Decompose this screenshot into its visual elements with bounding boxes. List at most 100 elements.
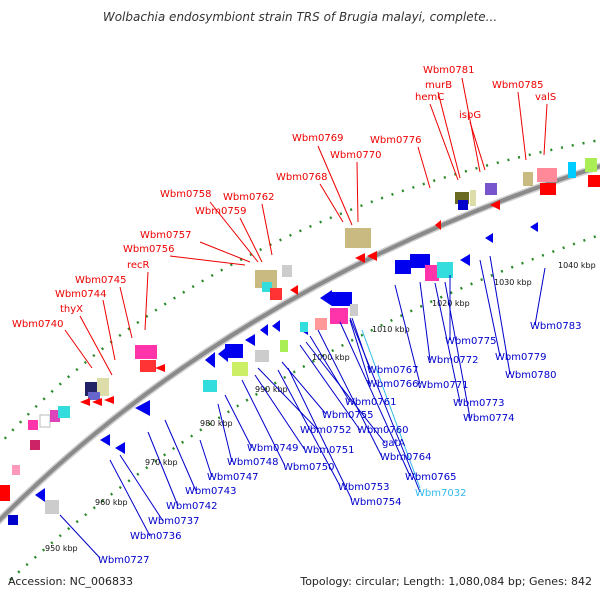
label-leader-line: [257, 367, 319, 431]
gene-label: thyX: [60, 304, 83, 315]
label-leader-line: [261, 203, 273, 256]
label-leader-line: [417, 146, 431, 189]
gene-label: Wbm0740: [12, 319, 63, 330]
reverse-gene-blocks: [8, 222, 538, 525]
gene-label: ispG: [459, 110, 481, 121]
gene-label: Wbm0779: [495, 352, 546, 363]
gene-label: Wbm0736: [130, 531, 181, 542]
label-leader-line: [479, 259, 501, 357]
label-leader-line: [119, 454, 164, 522]
tick-1030: 1030 kbp: [494, 278, 532, 287]
label-leader-line: [164, 419, 197, 492]
gene-label: Wbm0761: [345, 397, 396, 408]
gene-label: Wbm0753: [338, 482, 389, 493]
label-leader-line: [394, 284, 421, 385]
gene-label: Wbm0737: [148, 516, 199, 527]
label-leader-line: [356, 161, 359, 223]
label-leader-line: [59, 514, 101, 559]
label-leader-line: [287, 367, 353, 501]
label-leader-line: [144, 271, 149, 331]
label-leader-line: [543, 103, 548, 156]
gene-label: Wbm0769: [292, 133, 343, 144]
gene-label: Wbm0766: [367, 379, 418, 390]
map-title: Wolbachia endosymbiont strain TRS of Bru…: [102, 10, 498, 24]
gene-label: Wbm0759: [195, 206, 246, 217]
label-leader-line: [349, 319, 371, 385]
label-leader-line: [305, 341, 386, 444]
label-leader-line: [254, 374, 306, 451]
gene-label: Wbm0772: [427, 355, 478, 366]
forward-gene-labels: Wbm0740 thyX Wbm0744 Wbm0745 recR Wbm075…: [12, 65, 556, 330]
label-leader-line: [309, 335, 351, 403]
label-leader-line: [361, 329, 421, 489]
tick-1040: 1040 kbp: [558, 261, 596, 270]
gene-label: Wbm0727: [98, 555, 149, 566]
label-leader-line: [239, 217, 263, 263]
gene-label: Wbm0774: [463, 413, 514, 424]
tick-1020: 1020 kbp: [432, 299, 470, 308]
genome-summary-text: Topology: circular; Length: 1,080,084 bp…: [300, 575, 592, 588]
gene-label: Wbm0785: [492, 80, 543, 91]
gene-label: Wbm0767: [367, 365, 418, 376]
gene-label: Wbm0742: [166, 501, 217, 512]
forward-gene-blocks: [0, 158, 600, 501]
label-leader-line: [299, 344, 361, 431]
gene-label: Wbm0775: [445, 336, 496, 347]
label-leader-line: [437, 91, 461, 179]
label-leader-line: [351, 317, 371, 371]
gene-label: Wbm0758: [160, 189, 211, 200]
tick-960: 960 kbp: [95, 498, 128, 507]
gene-label: Wbm0770: [330, 150, 381, 161]
label-leader-line: [199, 241, 251, 263]
label-leader-line: [109, 459, 151, 537]
tick-950: 950 kbp: [45, 544, 78, 553]
gene-label: murB: [425, 80, 452, 91]
gene-label: Wbm0751: [303, 445, 354, 456]
reverse-gene-labels: Wbm0727 Wbm0736 Wbm0737 Wbm0742 Wbm0743 …: [98, 321, 581, 566]
gene-label: Wbm0771: [417, 380, 468, 391]
gene-label: recR: [127, 260, 150, 271]
label-leader-line: [147, 431, 179, 507]
gene-label: Wbm7032: [415, 488, 466, 499]
genome-backbone-shadow: [0, 162, 600, 525]
tick-970: 970 kbp: [145, 458, 178, 467]
label-leader-line: [444, 281, 471, 419]
tick-980: 980 kbp: [200, 419, 233, 428]
genome-backbone: [0, 164, 600, 523]
label-leader-line: [209, 201, 259, 263]
label-leader-line: [317, 145, 353, 226]
gene-label: Wbm0752: [300, 425, 351, 436]
gene-label: Wbm0743: [185, 486, 236, 497]
gene-label: Wbm0754: [350, 497, 401, 508]
gene-label: hemC: [415, 92, 444, 103]
gene-label: gatA: [382, 438, 405, 449]
label-leader-line: [419, 281, 431, 361]
label-leader-line: [224, 394, 253, 449]
label-leader-line: [517, 91, 527, 161]
gene-label: Wbm0757: [140, 230, 191, 241]
gene-label: Wbm0765: [405, 472, 456, 483]
tick-1010: 1010 kbp: [372, 325, 410, 334]
label-leader-line: [241, 379, 286, 467]
gene-label: Wbm0762: [223, 192, 274, 203]
label-leader-line: [339, 321, 411, 477]
gene-label: Wbm0749: [247, 443, 298, 454]
gene-label: valS: [535, 92, 556, 103]
gene-label: Wbm0756: [123, 244, 174, 255]
gene-label: Wbm0764: [380, 452, 431, 463]
label-leader-line: [277, 369, 341, 487]
label-leader-line: [434, 282, 461, 403]
gene-label: Wbm0747: [207, 472, 258, 483]
gene-label: Wbm0768: [276, 172, 327, 183]
label-leader-line: [319, 183, 344, 223]
leader-lines: [59, 77, 548, 559]
gene-label: Wbm0783: [530, 321, 581, 332]
label-leader-line: [281, 361, 327, 415]
gene-label: Wbm0744: [55, 289, 106, 300]
gene-label: Wbm0750: [283, 462, 334, 473]
gene-label: Wbm0780: [505, 370, 556, 381]
label-leader-line: [169, 255, 246, 266]
tick-990: 990 kbp: [255, 385, 288, 394]
label-leader-line: [429, 103, 459, 181]
